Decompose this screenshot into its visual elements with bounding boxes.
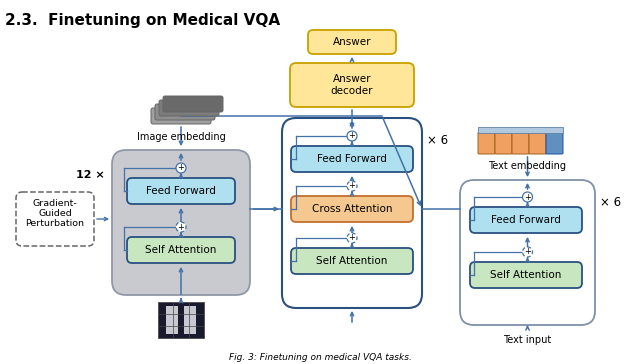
Text: Answer: Answer: [333, 37, 371, 47]
FancyBboxPatch shape: [546, 132, 563, 154]
Circle shape: [522, 247, 532, 257]
Text: +: +: [349, 233, 355, 242]
Text: Feed Forward: Feed Forward: [146, 186, 216, 196]
FancyBboxPatch shape: [495, 132, 512, 154]
FancyBboxPatch shape: [127, 237, 235, 263]
Text: Feed Forward: Feed Forward: [491, 215, 561, 225]
Circle shape: [347, 233, 357, 243]
FancyBboxPatch shape: [291, 248, 413, 274]
Bar: [184, 306, 196, 334]
FancyBboxPatch shape: [163, 96, 223, 112]
Text: +: +: [349, 131, 355, 141]
Text: Answer
decoder: Answer decoder: [331, 74, 373, 96]
Text: Fig. 3: Finetuning on medical VQA tasks.: Fig. 3: Finetuning on medical VQA tasks.: [228, 353, 412, 363]
Text: Image embedding: Image embedding: [136, 132, 225, 142]
Circle shape: [522, 192, 532, 202]
Text: Self Attention: Self Attention: [490, 270, 562, 280]
FancyBboxPatch shape: [127, 178, 235, 204]
Text: +: +: [524, 248, 531, 257]
FancyBboxPatch shape: [470, 207, 582, 233]
FancyBboxPatch shape: [290, 63, 414, 107]
Text: Self Attention: Self Attention: [316, 256, 388, 266]
Bar: [158, 302, 204, 338]
FancyBboxPatch shape: [151, 108, 211, 124]
Text: 12 ×: 12 ×: [76, 170, 104, 180]
Text: +: +: [177, 163, 184, 173]
FancyBboxPatch shape: [529, 132, 546, 154]
FancyBboxPatch shape: [470, 262, 582, 288]
Text: Feed Forward: Feed Forward: [317, 154, 387, 164]
FancyBboxPatch shape: [512, 132, 529, 154]
Text: Self Attention: Self Attention: [145, 245, 217, 255]
Text: +: +: [349, 182, 355, 190]
FancyBboxPatch shape: [155, 104, 215, 120]
FancyBboxPatch shape: [16, 192, 94, 246]
Text: Cross Attention: Cross Attention: [312, 204, 392, 214]
Circle shape: [347, 131, 357, 141]
FancyBboxPatch shape: [308, 30, 396, 54]
Bar: [166, 306, 178, 334]
Text: Text input: Text input: [504, 335, 552, 345]
Text: +: +: [177, 222, 184, 232]
FancyBboxPatch shape: [291, 196, 413, 222]
Text: × 6: × 6: [428, 134, 449, 146]
Circle shape: [347, 181, 357, 191]
Text: +: +: [524, 193, 531, 202]
FancyBboxPatch shape: [478, 132, 495, 154]
FancyBboxPatch shape: [291, 146, 413, 172]
FancyBboxPatch shape: [282, 118, 422, 308]
Text: Guided: Guided: [38, 210, 72, 218]
FancyBboxPatch shape: [460, 180, 595, 325]
Bar: [478, 127, 563, 133]
Text: Text embedding: Text embedding: [488, 161, 566, 171]
Text: Gradient-: Gradient-: [33, 199, 77, 209]
Text: × 6: × 6: [600, 195, 621, 209]
FancyBboxPatch shape: [159, 100, 219, 116]
Text: 2.3.  Finetuning on Medical VQA: 2.3. Finetuning on Medical VQA: [5, 13, 280, 28]
Circle shape: [176, 222, 186, 232]
Circle shape: [176, 163, 186, 173]
Text: Perturbation: Perturbation: [26, 219, 84, 229]
FancyBboxPatch shape: [112, 150, 250, 295]
